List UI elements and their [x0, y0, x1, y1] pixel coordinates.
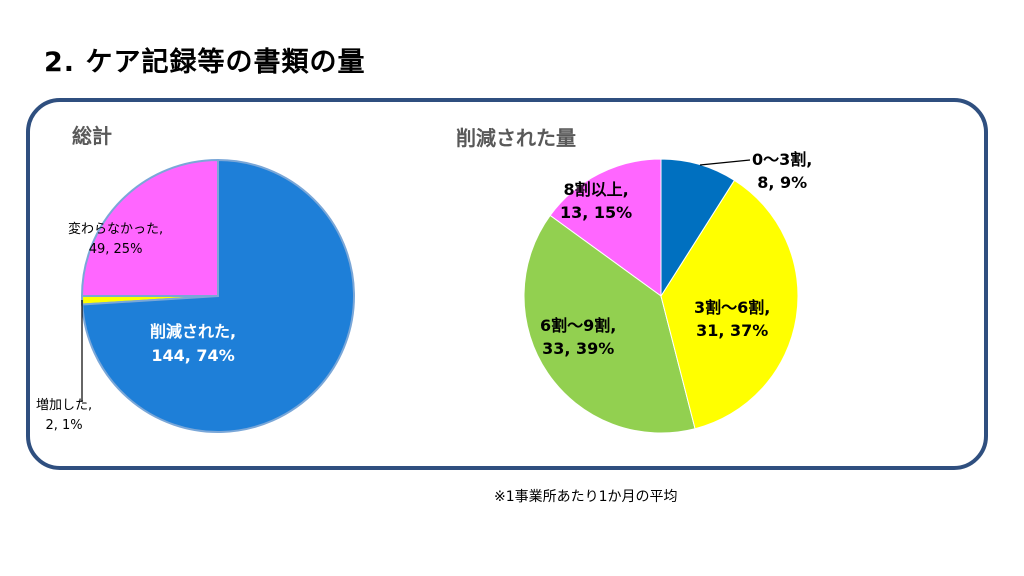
label-reduced: 削減された, 144, 74% — [150, 320, 236, 368]
label-increased-name: 増加した, — [36, 398, 93, 413]
label-6-9-value: 33, 39% — [542, 339, 615, 358]
label-6-9: 6割〜9割, 33, 39% — [540, 314, 616, 360]
pie-slice-1-3 — [549, 158, 662, 297]
chart-title-total: 総計 — [72, 124, 112, 148]
label-reduced-name: 削減された, — [150, 322, 237, 341]
pie-slice-0-0 — [81, 158, 355, 433]
slide-title: 2. ケア記録等の書類の量 — [44, 47, 366, 78]
label-unchanged-value: 49, 25% — [88, 242, 143, 257]
label-8-plus: 8割以上, 13, 15% — [560, 178, 632, 224]
label-8-plus-value: 13, 15% — [560, 203, 633, 222]
pie-slice-1-0 — [660, 158, 736, 298]
label-increased-value: 2, 1% — [45, 418, 83, 433]
footnote: ※1事業所あたり1か月の平均 — [494, 489, 678, 505]
label-3-6-name: 3割〜6割, — [694, 298, 771, 317]
label-unchanged: 変わらなかった, 49, 25% — [68, 220, 163, 260]
leader-line-0-3 — [699, 159, 751, 166]
pie-slice-1-2 — [523, 214, 696, 434]
label-0-3-value: 8, 9% — [757, 173, 808, 192]
label-3-6: 3割〜6割, 31, 37% — [694, 296, 770, 342]
label-6-9-name: 6割〜9割, — [540, 316, 617, 335]
chart-title-reduced: 削減された量 — [456, 126, 576, 150]
pie-slice-0-2 — [80, 158, 219, 297]
label-0-3-name: 0〜3割, — [752, 150, 813, 169]
label-reduced-value: 144, 74% — [151, 346, 235, 365]
label-0-3: 0〜3割, 8, 9% — [752, 148, 812, 194]
chart-frame — [26, 98, 988, 470]
label-8-plus-name: 8割以上, — [563, 180, 629, 199]
label-3-6-value: 31, 37% — [696, 321, 769, 340]
label-increased: 増加した, 2, 1% — [36, 396, 92, 436]
label-unchanged-name: 変わらなかった, — [68, 222, 164, 237]
